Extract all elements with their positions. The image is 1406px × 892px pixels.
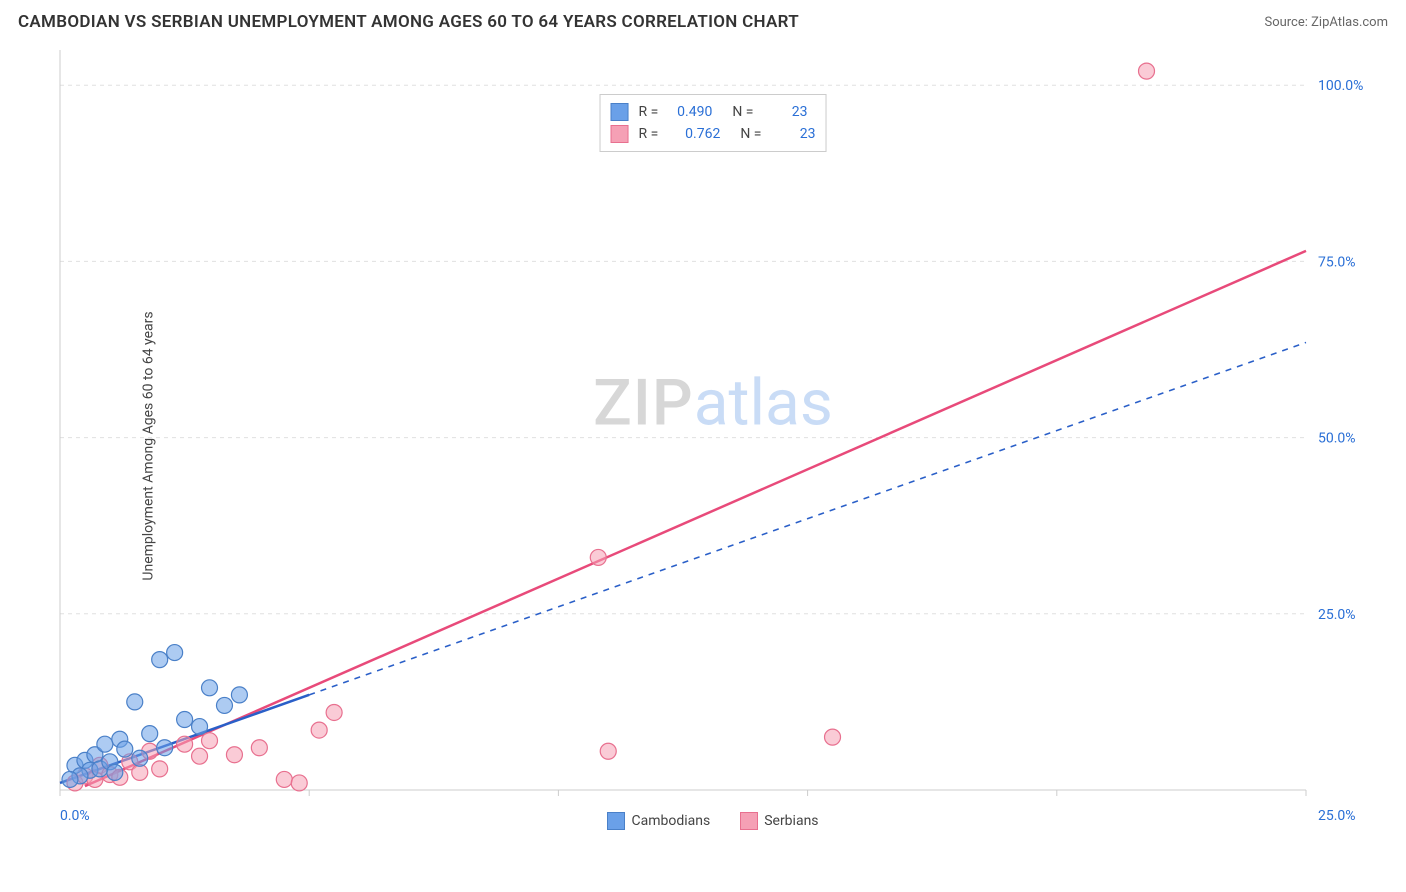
chart-title: CAMBODIAN VS SERBIAN UNEMPLOYMENT AMONG … [18,12,799,32]
legend-label-cambodians: Cambodians [631,813,710,829]
r-value-serbians: 0.762 [668,126,720,142]
svg-text:75.0%: 75.0% [1318,254,1356,270]
svg-text:50.0%: 50.0% [1318,431,1356,447]
n-label: N = [740,126,761,142]
r-label: R = [639,104,659,120]
n-value-cambodians: 23 [763,104,807,120]
series-legend: Cambodians Serbians [50,812,1376,830]
svg-text:25.0%: 25.0% [1318,607,1356,623]
legend-label-serbians: Serbians [764,813,818,829]
swatch-serbians-bottom [740,812,758,830]
r-label: R = [639,126,659,142]
scatter-plot-svg: 25.0%50.0%75.0%100.0%0.0%25.0% [50,40,1376,830]
legend-row-serbians: R = 0.762 N = 23 [611,123,816,145]
swatch-cambodians-bottom [607,812,625,830]
correlation-legend: R = 0.490 N = 23 R = 0.762 N = 23 [600,94,827,152]
swatch-cambodians [611,103,629,121]
n-value-serbians: 23 [771,126,815,142]
svg-text:100.0%: 100.0% [1318,78,1363,94]
source-label: Source: ZipAtlas.com [1264,15,1388,30]
legend-item-cambodians: Cambodians [607,812,710,830]
r-value-cambodians: 0.490 [668,104,712,120]
legend-row-cambodians: R = 0.490 N = 23 [611,101,816,123]
chart-area: 25.0%50.0%75.0%100.0%0.0%25.0% ZIPatlas … [50,40,1376,830]
n-label: N = [732,104,753,120]
legend-item-serbians: Serbians [740,812,818,830]
swatch-serbians [611,125,629,143]
